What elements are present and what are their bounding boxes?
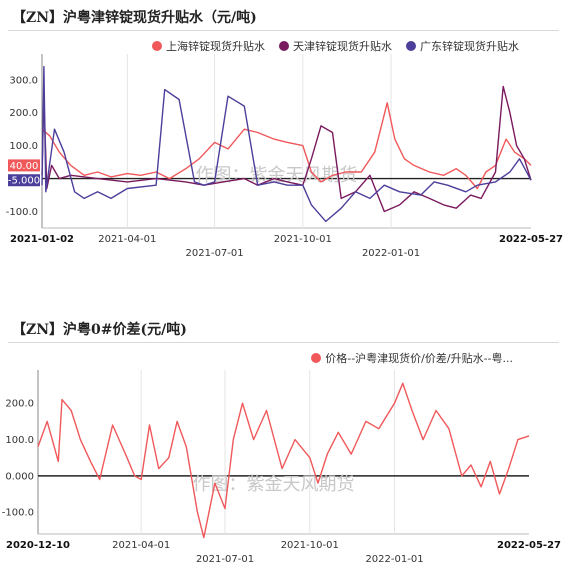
- legend-label-price-spread: 价格--沪粤津现货价/价差/升贴水--粤...: [325, 352, 513, 365]
- chart-1-x-tick-label: 2021-10-01: [274, 234, 332, 245]
- chart-2-y-tick-label: 100.0: [5, 435, 34, 446]
- legend-item-price-spread[interactable]: 价格--沪粤津现货价/价差/升贴水--粤...: [311, 350, 513, 366]
- chart-2-title-divider: [8, 342, 559, 343]
- chart-1-watermark: 作图：紫金天风期货: [196, 165, 358, 186]
- chart-2-x-tick-label: 2022-01-01: [365, 554, 423, 565]
- chart-1-end-badge-1: [8, 159, 40, 172]
- chart-2-x-tick-label: 2021-07-01: [196, 554, 254, 565]
- chart-1-y-tick-label: 300.0: [9, 75, 38, 86]
- chart-1-title-divider: [8, 30, 559, 31]
- chart-2-y-tick-label: -100.0: [2, 508, 34, 519]
- legend-dot-guangdong: [406, 41, 416, 51]
- chart-1-plot: -100.00.000100.0200.0300.0作图：紫金天风期货2021-…: [6, 54, 563, 259]
- chart-1-y-tick-label: 200.0: [9, 108, 38, 119]
- legend-item-guangdong[interactable]: 广东锌锭现货升贴水: [406, 38, 519, 54]
- chart-1-y-tick-label: 100.0: [9, 141, 38, 152]
- chart-1-x-start-label: 2021-01-02: [10, 234, 74, 245]
- chart-1-x-tick-label: 2022-01-01: [362, 248, 420, 259]
- chart-1-end-badge-2: [8, 174, 40, 187]
- chart-1-series-line-1: [41, 102, 532, 190]
- chart-1-x-end-label: 2022-05-27: [499, 234, 563, 245]
- chart-1-y-tick-label: -100.0: [6, 207, 38, 218]
- chart-2-y-tick-label: 200.0: [5, 399, 34, 410]
- chart-2-x-start-label: 2020-12-10: [6, 540, 70, 551]
- chart-1-title: 【ZN】沪粤津锌锭现货升贴水（元/吨): [12, 10, 257, 26]
- chart-2-legend[interactable]: 价格--沪粤津现货价/价差/升贴水--粤...: [311, 350, 513, 366]
- chart-1-end-badge-label-2: -5.000: [8, 176, 40, 187]
- chart-panel-2: 【ZN】沪粤0#价差(元/吨) 价格--沪粤津现货价/价差/升贴水--粤... …: [0, 312, 567, 575]
- chart-1-series-line-2: [41, 85, 532, 213]
- chart-panel-1: 【ZN】沪粤津锌锭现货升贴水（元/吨) 上海锌锭现货升贴水 天津锌锭现货升贴水 …: [0, 0, 567, 270]
- chart-1-legend[interactable]: 上海锌锭现货升贴水 天津锌锭现货升贴水 广东锌锭现货升贴水: [152, 38, 519, 54]
- legend-dot-shanghai: [152, 41, 162, 51]
- legend-dot-tianjin: [279, 41, 289, 51]
- chart-1-end-badge-label-1: 40.00: [10, 161, 39, 172]
- chart-2-title: 【ZN】沪粤0#价差(元/吨): [12, 322, 187, 338]
- chart-2-x-tick-label: 2021-10-01: [281, 540, 339, 551]
- chart-2-watermark: 作图：紫金天风期货: [193, 474, 355, 495]
- chart-1-series-line-3: [41, 65, 532, 223]
- legend-label-guangdong: 广东锌锭现货升贴水: [420, 40, 519, 53]
- chart-2-series-line-1: [37, 382, 530, 539]
- legend-item-shanghai[interactable]: 上海锌锭现货升贴水: [152, 38, 265, 54]
- legend-item-tianjin[interactable]: 天津锌锭现货升贴水: [279, 38, 392, 54]
- legend-label-shanghai: 上海锌锭现货升贴水: [166, 40, 265, 53]
- chart-2-x-end-label: 2022-05-27: [497, 540, 561, 551]
- legend-label-tianjin: 天津锌锭现货升贴水: [293, 40, 392, 53]
- chart-2-y-tick-label: 0.000: [5, 471, 34, 482]
- chart-2-x-tick-label: 2021-04-01: [112, 540, 170, 551]
- legend-dot-price-spread: [311, 353, 322, 363]
- chart-1-x-tick-label: 2021-04-01: [98, 234, 156, 245]
- chart-1-x-tick-label: 2021-07-01: [186, 248, 244, 259]
- chart-2-plot: -100.0 0.000 100.0 200.0 作图：紫金天风期货 2020-12-10…: [2, 370, 561, 565]
